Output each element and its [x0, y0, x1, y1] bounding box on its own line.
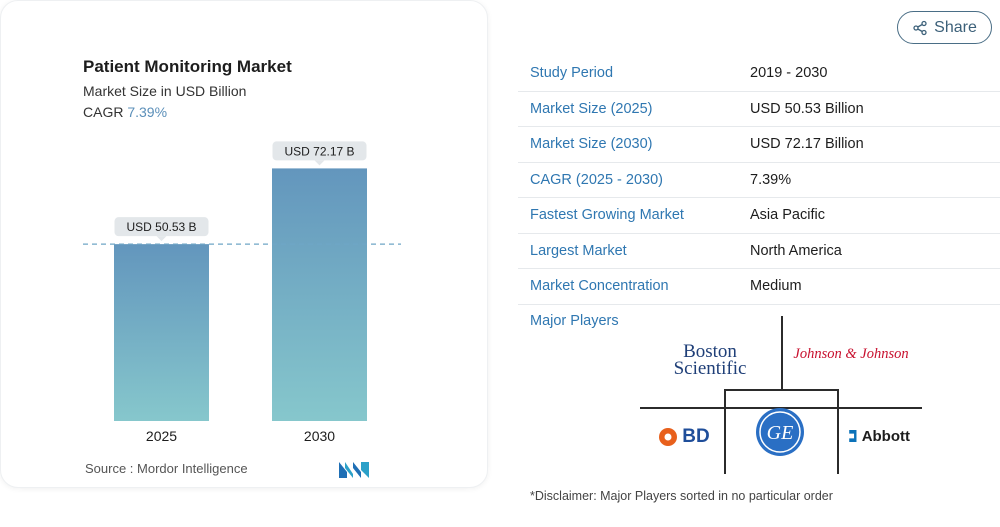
x-tick-label-2025: 2025 — [146, 428, 177, 444]
data-label-2025: USD 50.53 B — [114, 217, 209, 242]
fact-row-market-size-2025: Market Size (2025) USD 50.53 Billion — [518, 92, 1000, 127]
chart-title: Patient Monitoring Market — [83, 57, 292, 76]
major-players-grid: Boston Scientific Johnson & Johnson BD G… — [640, 316, 922, 474]
fact-row-market-size-2030: Market Size (2030) USD 72.17 Billion — [518, 127, 1000, 163]
fact-value: USD 72.17 Billion — [750, 136, 864, 153]
divider — [724, 389, 838, 391]
mordor-logo-icon — [339, 462, 369, 478]
abbott-a-icon — [849, 429, 857, 443]
fact-value: USD 50.53 Billion — [750, 100, 864, 117]
bar-chart: USD 50.53 B 2025 USD 72.17 B 2030 — [83, 141, 401, 444]
fact-value: North America — [750, 242, 842, 259]
divider — [837, 389, 839, 474]
chart-card: Patient Monitoring Market Market Size in… — [0, 0, 488, 488]
fact-key: Market Concentration — [530, 278, 669, 295]
share-icon — [913, 20, 927, 35]
bd-logo: BD — [654, 422, 714, 452]
fact-key: Study Period — [530, 65, 614, 82]
source-text: Source : Mordor Intelligence — [85, 461, 248, 476]
bar-2025 — [114, 244, 209, 421]
fact-key: Fastest Growing Market — [530, 207, 684, 224]
data-label-2030: USD 72.17 B — [272, 141, 367, 166]
divider — [640, 407, 922, 409]
fact-row-study-period: Study Period 2019 - 2030 — [518, 56, 1000, 92]
bd-sun-icon — [659, 428, 678, 446]
major-players-label: Major Players — [530, 313, 619, 329]
johnson-johnson-logo: Johnson & Johnson — [793, 345, 909, 362]
boston-logo-line2: Scientific — [673, 358, 747, 379]
market-facts-table: Study Period 2019 - 2030 Market Size (20… — [518, 56, 1000, 305]
data-label-text: USD 50.53 B — [126, 220, 196, 234]
fact-value: Asia Pacific — [750, 207, 825, 224]
disclaimer: *Disclaimer: Major Players sorted in no … — [530, 489, 833, 503]
fact-key: Market Size (2025) — [530, 100, 653, 117]
boston-logo-line1: Boston — [683, 340, 737, 362]
fact-value: 7.39% — [750, 171, 792, 188]
bar-2030 — [272, 168, 367, 421]
fact-key: Largest Market — [530, 242, 627, 259]
fact-key: Market Size (2030) — [530, 136, 653, 153]
ge-logo-text: GE — [767, 422, 794, 444]
fact-row-cagr: CAGR (2025 - 2030) 7.39% — [518, 163, 1000, 198]
fact-row-largest-market: Largest Market North America — [518, 234, 1000, 269]
fact-row-market-concentration: Market Concentration Medium — [518, 269, 1000, 305]
fact-value: 2019 - 2030 — [750, 65, 828, 82]
divider — [724, 389, 726, 474]
share-label: Share — [934, 18, 977, 36]
chart-subtitle: Market Size in USD Billion — [83, 83, 247, 99]
cagr-label: CAGR — [83, 104, 124, 120]
cagr-value: 7.39% — [127, 104, 168, 120]
chart-cagr: CAGR 7.39% — [83, 104, 167, 120]
share-button[interactable]: Share — [897, 11, 992, 44]
abbott-logo-text: Abbott — [861, 427, 910, 445]
fact-key: CAGR (2025 - 2030) — [530, 171, 663, 188]
bd-logo-text: BD — [682, 426, 710, 447]
fact-value: Medium — [750, 278, 802, 295]
ge-logo: GE — [754, 406, 806, 458]
divider — [781, 316, 783, 389]
ge-monogram-icon: GE — [756, 408, 804, 456]
fact-row-fastest-growing: Fastest Growing Market Asia Pacific — [518, 198, 1000, 234]
x-tick-label-2030: 2030 — [304, 428, 335, 444]
boston-scientific-logo: Boston Scientific — [660, 340, 760, 380]
data-label-text: USD 72.17 B — [284, 144, 354, 158]
abbott-logo: Abbott — [848, 420, 910, 452]
